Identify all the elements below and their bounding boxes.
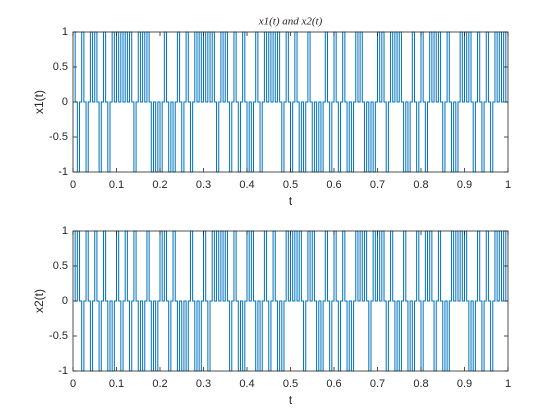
x-tick-label: 0.6 — [326, 378, 341, 390]
y-tick-label: -0.5 — [49, 131, 68, 143]
x-tick-label: 0.5 — [283, 378, 298, 390]
x-tick-label: 0.7 — [370, 378, 385, 390]
y-tick-label: 0 — [62, 96, 68, 108]
x-tick-label: 0.2 — [152, 378, 167, 390]
x-tick-label: 1 — [505, 179, 511, 191]
x-tick-label: 0.7 — [370, 179, 385, 191]
x-tick-label: 0.3 — [196, 179, 211, 191]
y-tick-label: 0 — [62, 295, 68, 307]
x-tick-label: 0.3 — [196, 378, 211, 390]
x-tick-label: 0.1 — [109, 378, 124, 390]
x-tick-label: 0.6 — [326, 179, 341, 191]
chart-title: x1(t) and x2(t) — [258, 16, 323, 28]
y-tick-label: 0.5 — [53, 61, 68, 73]
y-axis-label: x2(t) — [32, 289, 46, 313]
x-tick-label: 0.9 — [457, 378, 472, 390]
x-tick-label: 0.5 — [283, 179, 298, 191]
x-tick-label: 0 — [70, 378, 76, 390]
y-axis-label: x1(t) — [32, 90, 46, 114]
y-tick-label: 1 — [62, 225, 68, 237]
x-tick-label: 0.2 — [152, 179, 167, 191]
x-tick-label: 0.9 — [457, 179, 472, 191]
x-axis-label: t — [289, 194, 293, 208]
x-tick-label: 0.8 — [413, 179, 428, 191]
x-tick-label: 1 — [505, 378, 511, 390]
x-tick-label: 0.8 — [413, 378, 428, 390]
y-tick-label: 1 — [62, 26, 68, 38]
y-tick-label: -1 — [58, 365, 68, 377]
x-tick-label: 0.1 — [109, 179, 124, 191]
x-tick-label: 0.4 — [239, 378, 254, 390]
x-tick-label: 0.4 — [239, 179, 254, 191]
x-axis-label: t — [289, 393, 293, 407]
x-tick-label: 0 — [70, 179, 76, 191]
y-tick-label: -1 — [58, 166, 68, 178]
y-tick-label: -0.5 — [49, 330, 68, 342]
y-tick-label: 0.5 — [53, 260, 68, 272]
